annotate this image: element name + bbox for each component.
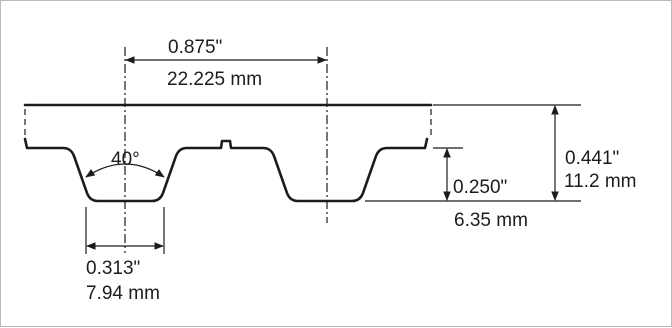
- pitch-mm-label: 22.225 mm: [167, 69, 262, 90]
- tooth-width-mm-label: 7.94 mm: [86, 283, 160, 304]
- total-height-inch-label: 0.441": [565, 148, 619, 169]
- belt-tooth-profile: [23, 137, 429, 203]
- tooth-width-inch-label: 0.313": [86, 258, 140, 279]
- tooth-height-inch-label: 0.250": [453, 177, 507, 198]
- tooth-angle-arc: [85, 163, 165, 178]
- tooth-height-mm-label: 6.35 mm: [454, 210, 528, 231]
- pitch-inch-label: 0.875": [168, 37, 222, 58]
- tooth-angle-label: 40°: [111, 149, 140, 170]
- total-height-mm-label: 11.2 mm: [564, 171, 637, 192]
